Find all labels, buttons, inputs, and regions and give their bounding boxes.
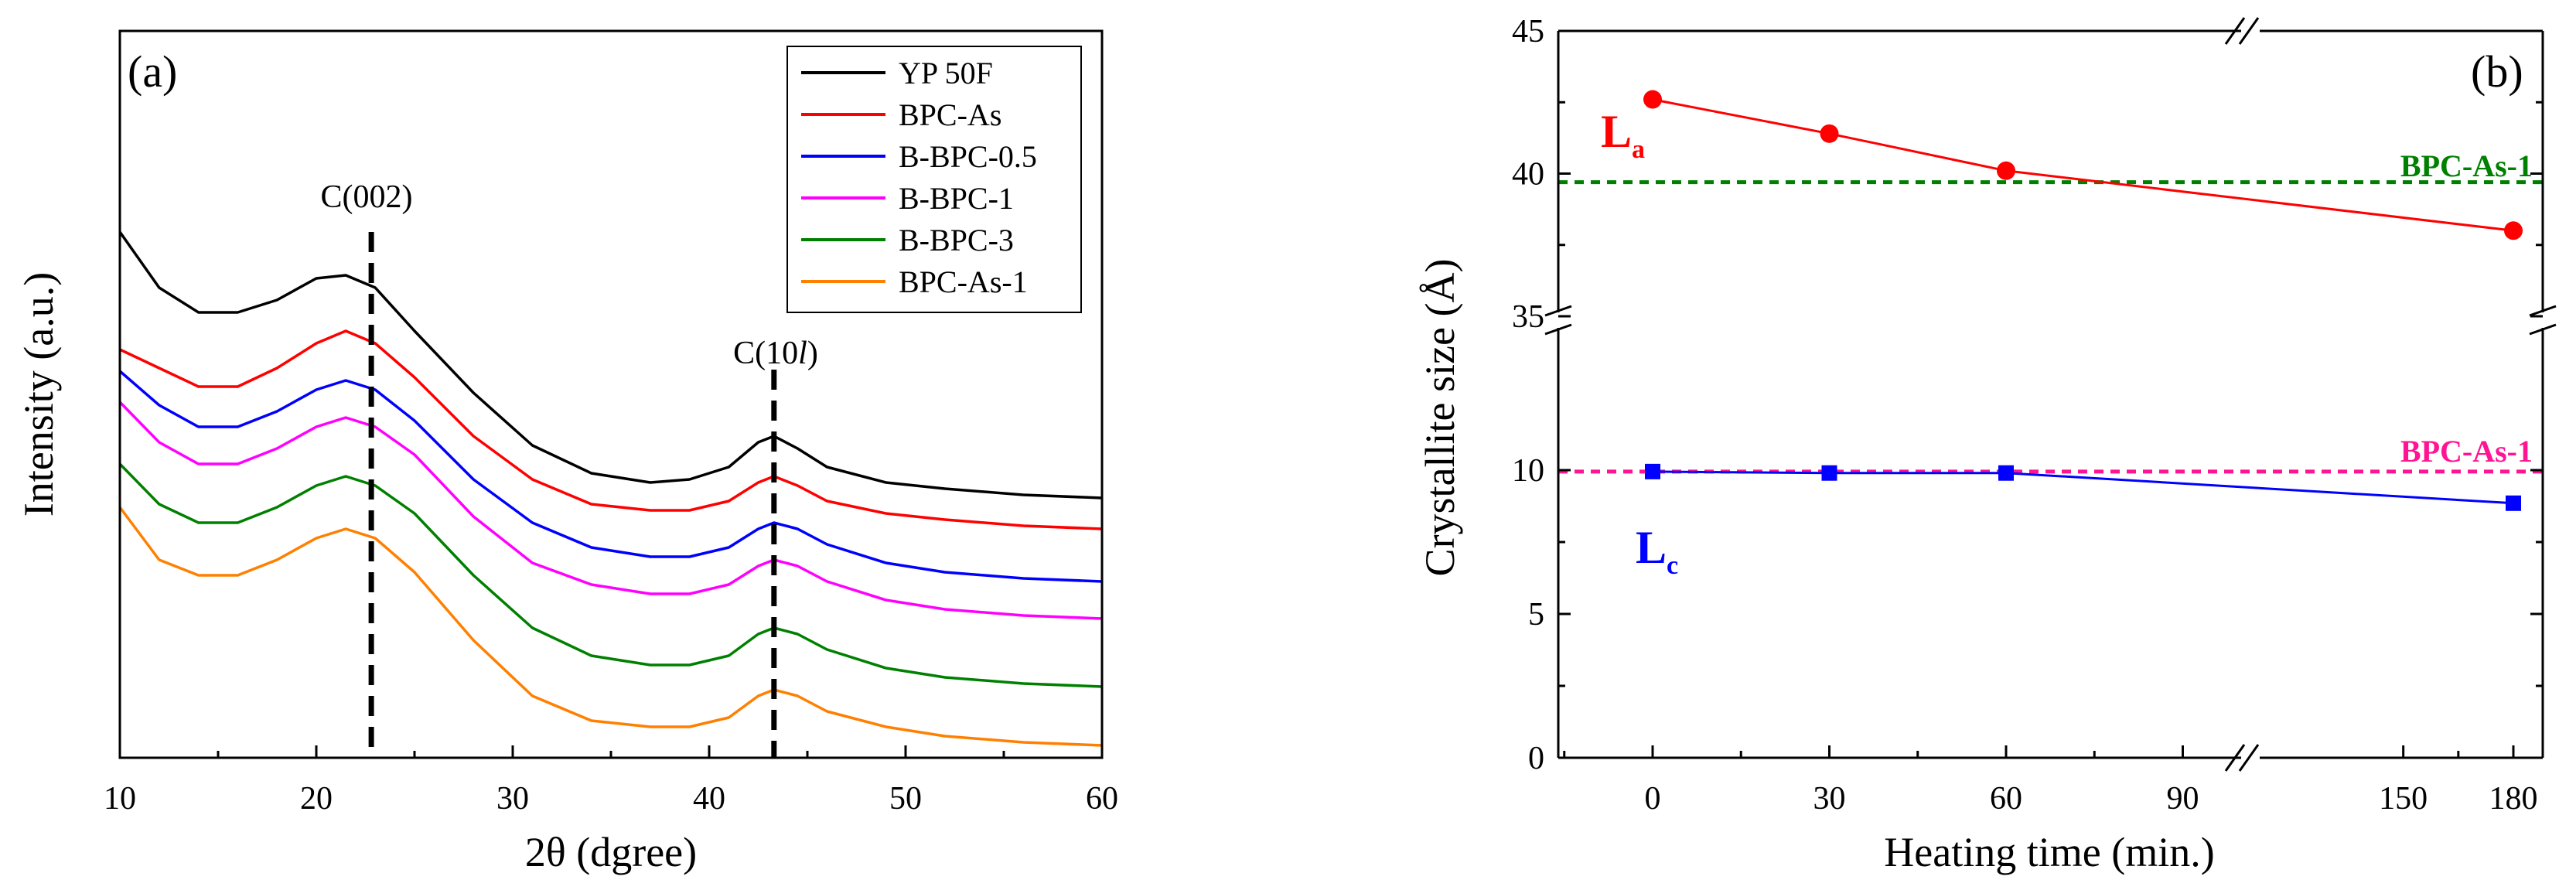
data-point: [1820, 124, 1839, 143]
data-point: [2506, 495, 2521, 511]
legend-label-2: B-BPC-0.5: [899, 139, 1037, 174]
series-line-la: [1652, 98, 2514, 232]
data-point: [1997, 161, 2015, 180]
data-point: [1643, 90, 1662, 109]
panel-a-xrd-chart: 10 20 30 40 50 60 (a) 2θ (dgree) Intensity (a…: [15, 29, 1118, 875]
data-point: [2504, 221, 2523, 240]
legend-label-5: BPC-As-1: [899, 264, 1028, 299]
x-tick-label: 30: [1813, 781, 1846, 817]
series-line-5: [118, 506, 1103, 747]
data-point: [1998, 465, 2014, 481]
panel-b-y-axis-title: Crystallite size (Å): [1417, 259, 1463, 577]
y-tick-label: 5: [1528, 597, 1544, 633]
panel-a-x-ticks: 10 20 30 40 50 60: [104, 745, 1118, 817]
label-lc: Lc: [1636, 522, 1678, 580]
series-line-lc: [1652, 470, 2514, 505]
panel-a-x-axis-title: 2θ (dgree): [525, 829, 697, 875]
axis-break-marks: [1544, 17, 2557, 772]
y-tick-label: 35: [1512, 299, 1544, 335]
data-point: [1645, 463, 1660, 479]
x-tick-label: 90: [2167, 781, 2199, 817]
panel-a-label: (a): [128, 46, 177, 97]
series-line-1: [119, 329, 1103, 530]
x-tick-label: 0: [1645, 781, 1661, 817]
series-line-3: [118, 401, 1103, 620]
x-tick-label: 150: [2379, 781, 2428, 817]
x-tick-label: 30: [496, 781, 529, 817]
panel-a-series-group: [118, 230, 1103, 747]
legend-label-1: BPC-As: [899, 97, 1001, 132]
panel-a-peak-markers: [368, 232, 777, 758]
y-tick-label: 45: [1512, 14, 1544, 49]
x-tick-label: 10: [104, 781, 136, 817]
legend-box: [786, 46, 1082, 313]
legend-label-0: YP 50F: [899, 56, 993, 90]
y-tick-label: 0: [1528, 741, 1544, 776]
panel-b-series-group: [1643, 90, 2523, 511]
panel-b-label: (b): [2471, 46, 2523, 97]
panel-b-crystallite-chart: 35 40 45 0 5 10 0 30 60 90 150 180 (b) Heating tim…: [1417, 14, 2557, 875]
y-tick-label: 40: [1512, 157, 1544, 193]
panel-b-x-axis-title: Heating time (min.): [1884, 829, 2214, 875]
x-tick-label: 40: [693, 781, 725, 817]
peak-label-c002: C(002): [321, 179, 413, 215]
series-line-0: [118, 230, 1103, 500]
peak-label-c10l: C(10l): [733, 336, 818, 371]
reference-label-upper: BPC-As-1: [2400, 148, 2533, 183]
data-point: [1821, 465, 1837, 481]
series-line-2: [118, 370, 1103, 583]
x-tick-label: 60: [1086, 781, 1118, 817]
reference-label-lower: BPC-As-1: [2400, 434, 2533, 469]
label-la: La: [1601, 106, 1645, 164]
series-line-4: [118, 462, 1103, 688]
y-tick-label: 10: [1512, 453, 1544, 489]
panel-a-y-axis-title: Intensity (a.u.): [15, 272, 62, 517]
panel-b-y-ticks: 35 40 45 0 5 10: [1512, 14, 2543, 776]
x-tick-label: 60: [1990, 781, 2022, 817]
panel-a-legend: YP 50F BPC-As B-BPC-0.5 B-BPC-1 B-BPC-3 BPC-A…: [786, 46, 1082, 313]
x-tick-label: 20: [300, 781, 333, 817]
x-tick-label: 50: [889, 781, 922, 817]
panel-b-x-ticks: 0 30 60 90 150 180: [1563, 745, 2538, 817]
x-tick-label: 180: [2489, 781, 2538, 817]
legend-label-4: B-BPC-3: [899, 223, 1014, 257]
legend-label-3: B-BPC-1: [899, 181, 1014, 216]
